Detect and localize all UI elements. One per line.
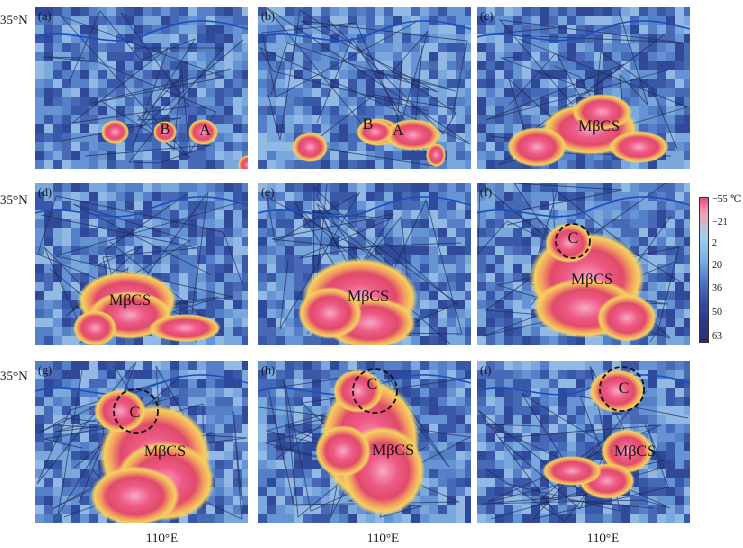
- panel-map: C MβCS: [477, 183, 690, 345]
- panel-e: MβCS (e): [258, 183, 471, 345]
- annotation-label: MβCS: [144, 443, 186, 460]
- annotation-label: A: [199, 122, 211, 139]
- cloud-region: [149, 314, 221, 342]
- panel-map: C MβCS: [258, 361, 471, 523]
- longitude-label-col3: 110°E: [586, 530, 620, 545]
- cloud-region: [601, 429, 653, 473]
- panel-g: C MβCS (g): [35, 361, 248, 523]
- annotation-label: C: [568, 230, 579, 247]
- latitude-label-row1: 35°N: [0, 12, 28, 27]
- colorbar-tick-label: 2: [712, 238, 717, 249]
- cloud-region: [597, 294, 657, 342]
- colorbar-tick-label: −21: [712, 217, 728, 228]
- annotation-label: MβCS: [614, 443, 656, 460]
- cloud-region: [153, 121, 177, 143]
- panel-label: (d): [38, 185, 52, 199]
- colorbar: [699, 197, 709, 343]
- cloud-region: [315, 425, 371, 477]
- panel-c: MβCS (c): [477, 7, 690, 169]
- cloud-region: [542, 456, 602, 486]
- cloud-region: [385, 119, 441, 151]
- annotation-label: MβCS: [109, 292, 151, 309]
- panel-label: (e): [261, 185, 275, 199]
- cloud-region: [188, 119, 218, 145]
- cloud-region: [94, 389, 146, 433]
- latitude-label-row2: 35°N: [0, 192, 28, 207]
- colorbar-tick-label: 36: [712, 283, 722, 294]
- cloud-region: [90, 466, 180, 523]
- panel-map: MβCS: [258, 183, 471, 345]
- cell-c-circle: [555, 223, 591, 259]
- panel-b: B A (b): [258, 7, 471, 169]
- cloud-region: [333, 369, 383, 413]
- cell-c-circle: [352, 368, 398, 414]
- panel-f: C MβCS (f): [477, 183, 690, 345]
- panel-label: (h): [261, 363, 275, 377]
- annotation-label: C: [367, 376, 378, 393]
- colorbar-tick-label: 63: [712, 331, 722, 342]
- annotation-label: A: [392, 122, 404, 139]
- cloud-region: [609, 131, 669, 163]
- panel-map: C MβCS: [35, 361, 248, 523]
- panel-map: C MβCS: [477, 361, 690, 523]
- annotation-label: B: [160, 121, 171, 138]
- panel-label: (f): [480, 185, 492, 199]
- cloud-region: [292, 132, 328, 162]
- panel-label: (i): [480, 363, 492, 377]
- colorbar-tick-label: −55 ℃: [712, 194, 742, 205]
- annotation-label: MβCS: [578, 118, 620, 135]
- longitude-label-col2: 110°E: [366, 530, 400, 545]
- cloud-region: [298, 287, 362, 339]
- cloud-region: [101, 120, 129, 144]
- panel-label: (a): [38, 9, 52, 23]
- panel-d: MβCS (d): [35, 183, 248, 345]
- annotation-label: C: [130, 404, 141, 421]
- annotation-label: B: [363, 116, 374, 133]
- colorbar-tick-label: 50: [712, 307, 722, 318]
- annotation-label: MβCS: [372, 442, 414, 459]
- cell-c-circle: [599, 366, 645, 412]
- panel-map: MβCS: [477, 7, 690, 169]
- panel-i: C MβCS (i): [477, 361, 690, 523]
- cloud-region: [572, 94, 632, 130]
- latitude-label-row3: 35°N: [0, 368, 28, 383]
- longitude-label-col1: 110°E: [145, 530, 179, 545]
- cloud-region: [589, 369, 645, 413]
- cell-c-circle: [113, 388, 159, 434]
- panel-label: (g): [38, 363, 52, 377]
- annotation-label: C: [619, 380, 630, 397]
- panel-a: B A (a): [35, 7, 248, 169]
- annotation-label: MβCS: [347, 288, 389, 305]
- panel-map: MβCS: [35, 183, 248, 345]
- colorbar-tick-label: 20: [712, 260, 722, 271]
- cloud-region: [238, 155, 248, 169]
- annotation-label: MβCS: [571, 271, 613, 288]
- panel-h: C MβCS (h): [258, 361, 471, 523]
- cloud-region: [507, 127, 567, 167]
- panel-label: (b): [261, 9, 275, 23]
- cloud-region: [426, 143, 446, 167]
- panel-label: (c): [480, 9, 494, 23]
- cloud-region: [357, 120, 393, 144]
- cloud-region: [73, 310, 117, 345]
